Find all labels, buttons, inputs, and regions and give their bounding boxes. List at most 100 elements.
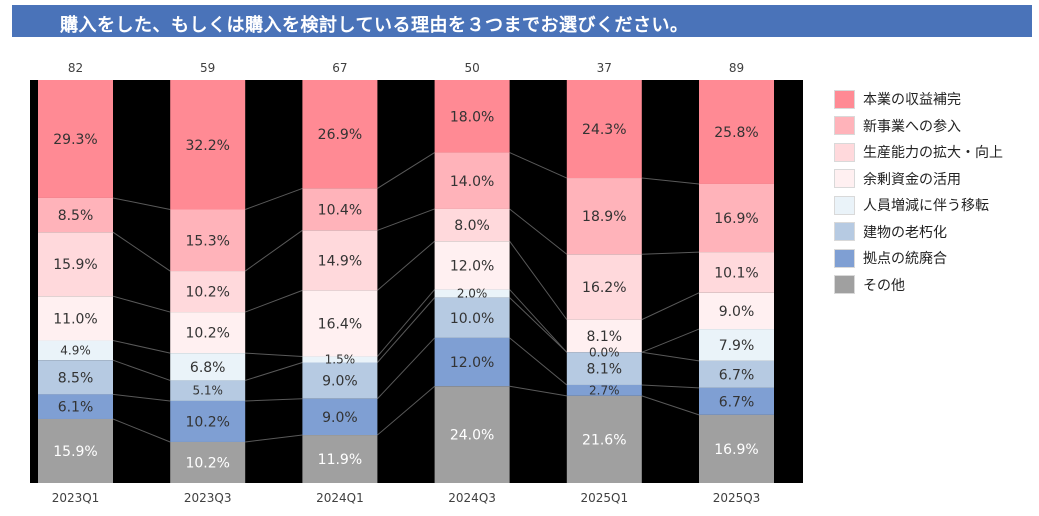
connector-line (112, 295, 171, 313)
data-label: 11.0% (53, 311, 97, 327)
bar-segment (434, 241, 510, 290)
connector-line (509, 385, 567, 397)
connector-line (112, 197, 171, 210)
data-label: 16.2% (582, 280, 626, 296)
legend-label: 本業の収益補完 (863, 92, 961, 109)
data-label: 16.4% (318, 316, 362, 332)
x-tick-label: 2024Q3 (448, 491, 496, 505)
bar-segment (434, 386, 510, 483)
data-label: 7.9% (719, 338, 755, 354)
data-label: 8.5% (58, 370, 94, 386)
data-label: 6.8% (190, 360, 226, 376)
legend-item: 建物の老朽化 (834, 219, 1003, 246)
bar-segment (38, 232, 113, 297)
bar-segment (434, 80, 510, 153)
data-label: 21.6% (582, 432, 626, 448)
x-tick-label: 2023Q3 (184, 491, 232, 505)
data-label: 25.8% (714, 125, 758, 141)
bar-2024Q3 (434, 80, 510, 483)
connector-line (112, 393, 171, 402)
data-label: 8.1% (587, 362, 623, 378)
legend-label: 建物の老朽化 (863, 224, 947, 241)
bar-segment (699, 387, 774, 415)
bar-segment (699, 360, 774, 388)
bar-segment (434, 152, 510, 209)
bar-segment (566, 395, 642, 483)
legend-item: 新事業への参入 (834, 113, 1003, 140)
total-label: 89 (729, 61, 744, 75)
connector-line (112, 339, 171, 354)
data-label: 9.0% (322, 410, 358, 426)
data-label: 18.9% (582, 209, 626, 225)
legend-item: 拠点の統廃合 (834, 245, 1003, 272)
legend-label: その他 (863, 277, 905, 294)
x-tick-label: 2025Q1 (580, 491, 628, 505)
bar-segment (302, 290, 378, 357)
legend-swatch (834, 142, 855, 162)
legend: 本業の収益補完 新事業への参入生産能力の拡大・向上余剰資金の活用人員増減に伴う移転… (834, 86, 1003, 298)
data-label: 9.0% (322, 374, 358, 390)
data-label: 9.0% (719, 304, 755, 320)
connector-line (641, 351, 700, 362)
bar-segment (302, 435, 378, 483)
bar-segment (38, 394, 113, 419)
legend-item: 人員増減に伴う移転 (834, 192, 1003, 219)
connector-line (377, 152, 435, 189)
total-label: 37 (597, 61, 612, 75)
legend-label: 新事業への参入 (863, 118, 961, 135)
plot-background (30, 80, 803, 483)
connector-line (112, 359, 171, 381)
data-label: 10.2% (185, 414, 229, 430)
bar-segment (699, 252, 774, 293)
data-label: 24.0% (450, 428, 494, 444)
connector-line (509, 337, 568, 386)
chart-title: 購入をした、もしくは購入を検討している理由を３つまでお選びください。 (60, 15, 689, 36)
total-label: 67 (332, 61, 347, 75)
connector-line (377, 289, 435, 357)
legend-item: その他 (834, 272, 1003, 299)
bar-segment (566, 178, 642, 255)
x-tick-label: 2025Q3 (713, 491, 761, 505)
connector-line (509, 152, 568, 179)
data-label: 29.3% (53, 132, 97, 148)
data-label: 14.9% (318, 253, 362, 269)
legend-item: 本業の収益補完 (834, 86, 1003, 113)
legend-swatch (834, 248, 855, 268)
connector-line (112, 231, 171, 272)
connector-line (641, 384, 700, 389)
data-label: 8.5% (58, 208, 94, 224)
bar-2025Q1 (566, 80, 642, 483)
bar-segment (699, 414, 774, 483)
data-label: 10.1% (714, 265, 758, 281)
data-label: 11.9% (318, 452, 362, 468)
bar-segment (699, 292, 774, 330)
bar-segment (38, 340, 113, 361)
legend-item: 余剰資金の活用 (834, 166, 1003, 193)
bar-segment (302, 398, 378, 436)
connector-line (377, 385, 435, 436)
data-label: 8.0% (454, 218, 490, 234)
data-label: 10.2% (185, 285, 229, 301)
data-label: 2.7% (589, 383, 620, 397)
data-label: 16.9% (714, 442, 758, 458)
data-label: 0.0% (589, 345, 620, 359)
legend-label: 生産能力の拡大・向上 (863, 145, 1003, 162)
legend-swatch (834, 275, 855, 295)
connector-line (641, 292, 700, 321)
connector-line (509, 240, 568, 320)
connector-line (509, 289, 568, 353)
bar-segment (302, 356, 378, 363)
legend-label: 人員増減に伴う移転 (863, 198, 989, 215)
connector-line (245, 187, 303, 210)
legend-label: 拠点の統廃合 (863, 251, 947, 268)
data-label: 10.0% (450, 311, 494, 327)
bar-segment (699, 80, 774, 184)
bar-segment (170, 80, 246, 210)
bar-segment (434, 337, 510, 387)
connector-line (641, 251, 700, 255)
x-tick-label: 2024Q1 (316, 491, 364, 505)
connector-line (244, 229, 303, 272)
data-label: 10.2% (185, 326, 229, 342)
connector-line (377, 337, 435, 400)
